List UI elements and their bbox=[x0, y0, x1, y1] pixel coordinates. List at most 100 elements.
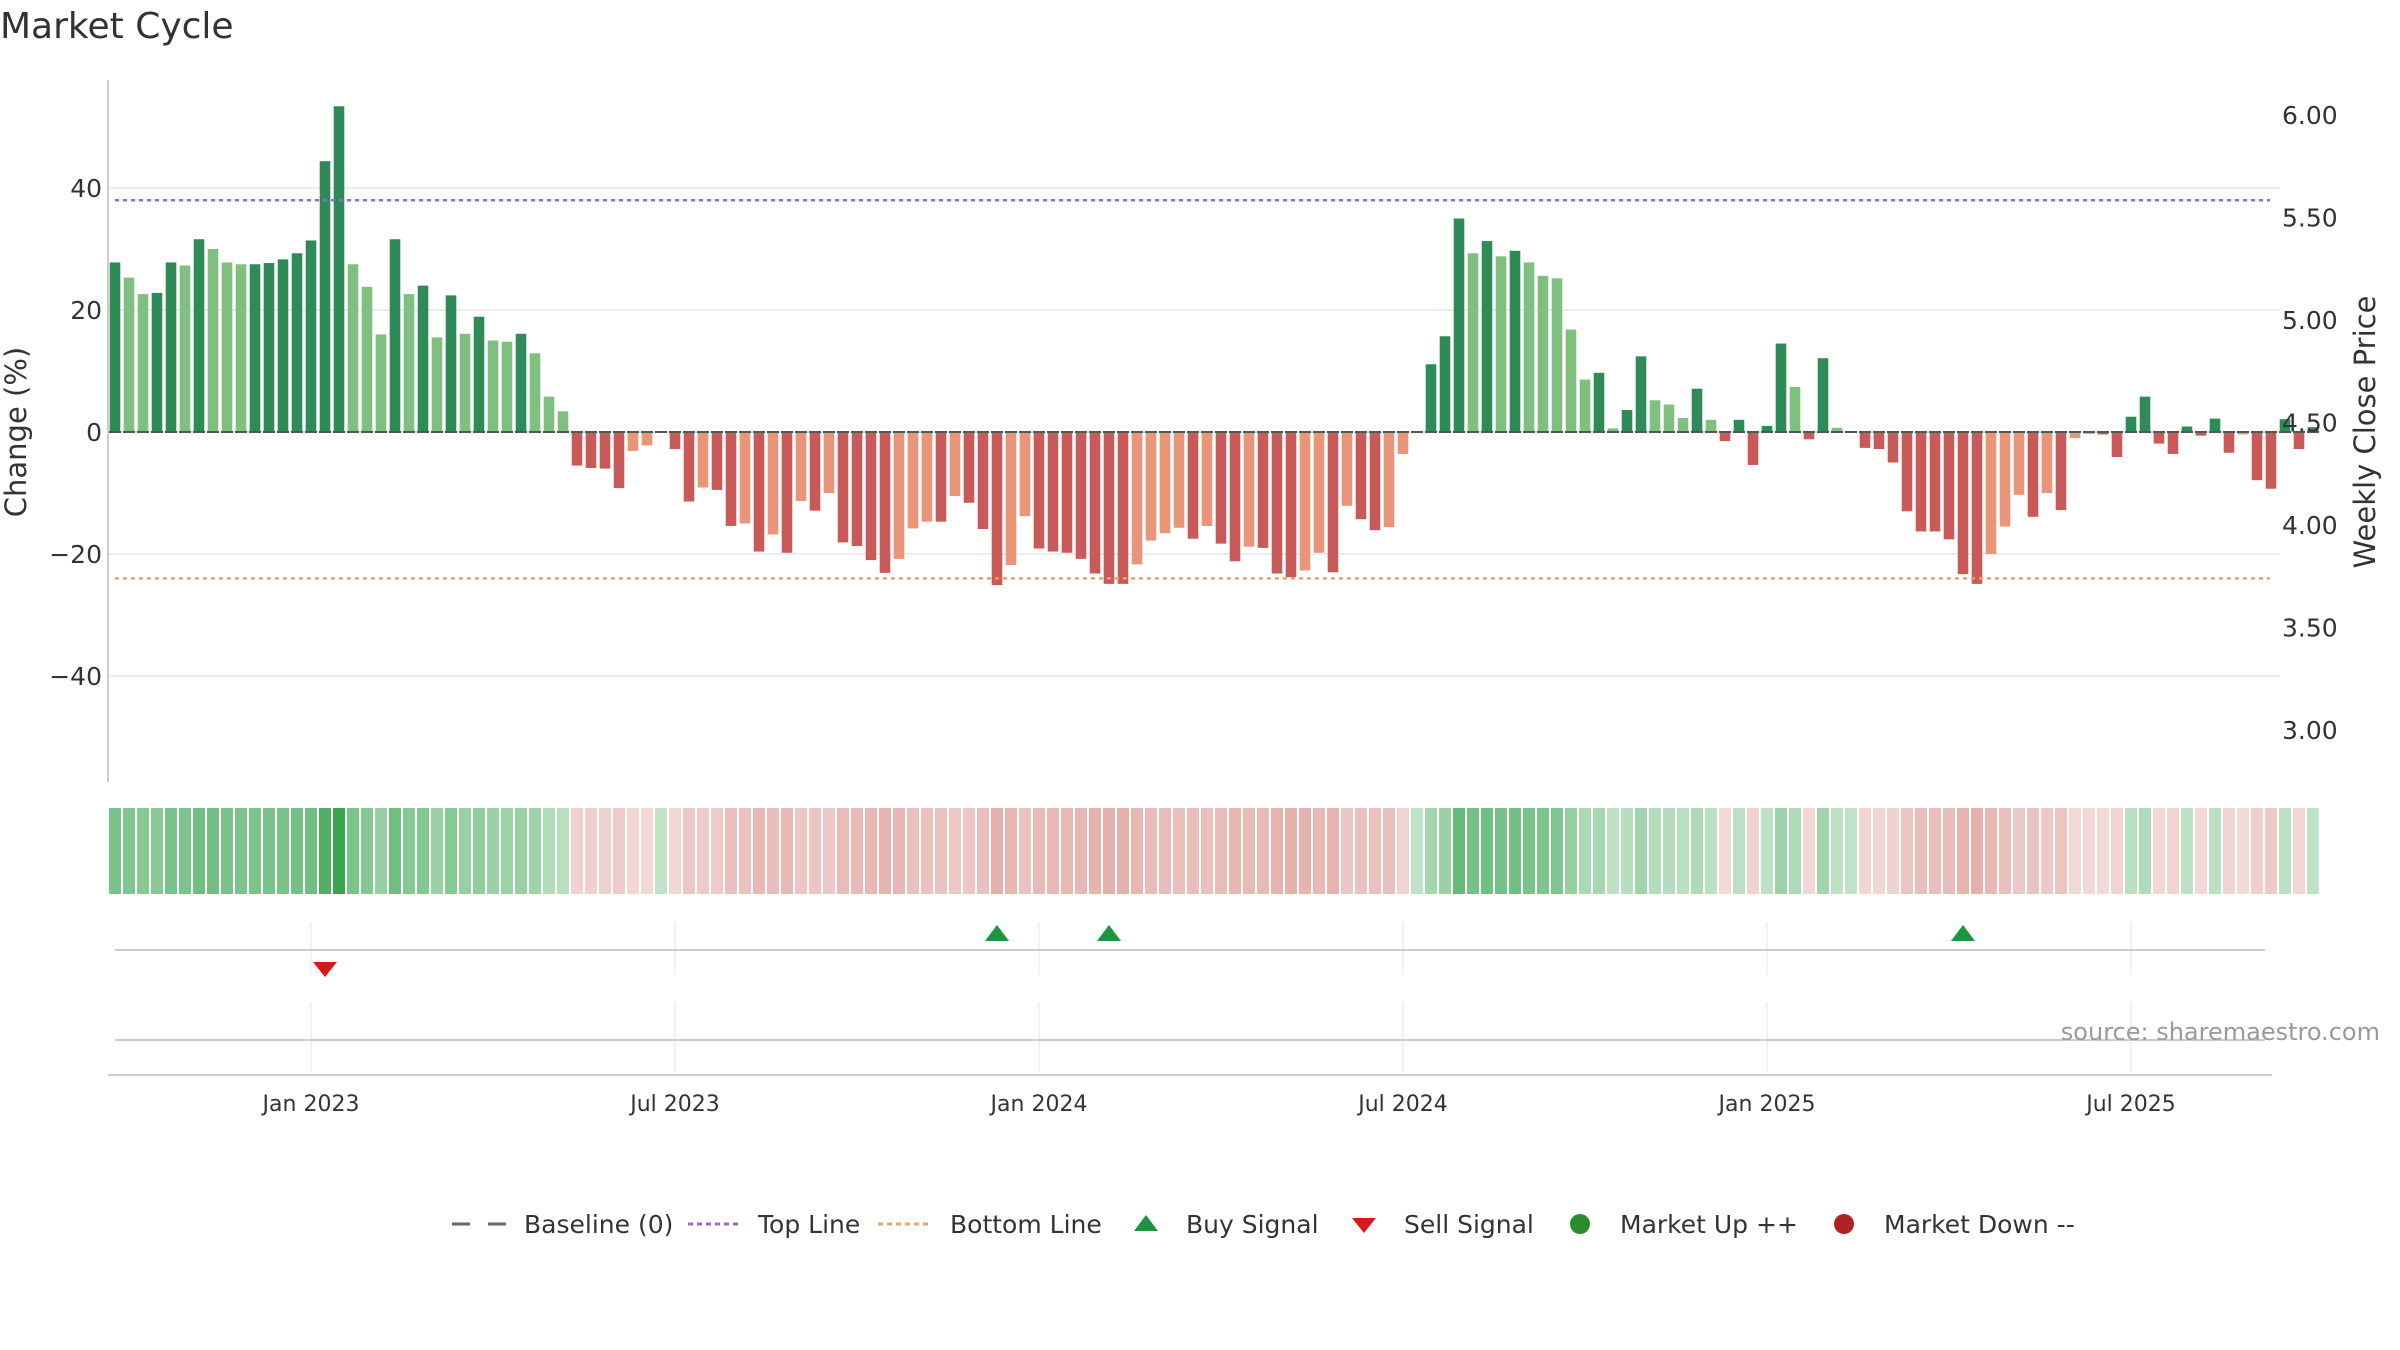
heat-cell bbox=[949, 808, 961, 894]
change-bar bbox=[1299, 432, 1311, 571]
heat-cell bbox=[2125, 808, 2137, 894]
change-bar bbox=[2055, 432, 2067, 511]
change-bar bbox=[767, 432, 779, 535]
change-bar bbox=[473, 316, 485, 432]
heat-cell bbox=[1131, 808, 1143, 894]
heat-cell bbox=[109, 808, 121, 894]
heat-cell bbox=[1061, 808, 1073, 894]
change-bar bbox=[893, 432, 905, 559]
heat-cell bbox=[711, 808, 723, 894]
legend-buy-swatch bbox=[1134, 1215, 1158, 1231]
legend-label: Market Down -- bbox=[1884, 1210, 2075, 1239]
change-bar bbox=[935, 432, 947, 522]
heat-cell bbox=[2181, 808, 2193, 894]
heat-cell bbox=[1887, 808, 1899, 894]
x-tick-label: Jul 2023 bbox=[628, 1092, 720, 1117]
heat-cell bbox=[655, 808, 667, 894]
change-bar bbox=[1677, 417, 1689, 432]
change-bar bbox=[1369, 432, 1381, 531]
change-bar bbox=[151, 292, 163, 432]
heat-cell bbox=[2307, 808, 2319, 894]
change-bar bbox=[1943, 432, 1955, 540]
y-tick-label-left: 0 bbox=[86, 418, 102, 447]
heat-cell bbox=[2111, 808, 2123, 894]
change-bar bbox=[1159, 432, 1171, 534]
change-bar bbox=[1621, 410, 1633, 432]
change-bar bbox=[2307, 427, 2319, 432]
heat-cell bbox=[375, 808, 387, 894]
legend-label: Market Up ++ bbox=[1620, 1210, 1798, 1239]
heat-cell bbox=[809, 808, 821, 894]
heat-cell bbox=[431, 808, 443, 894]
chart-title: Market Cycle bbox=[0, 6, 234, 47]
change-bar bbox=[165, 262, 177, 432]
change-bar bbox=[1579, 379, 1591, 432]
change-bar bbox=[249, 264, 261, 432]
change-bar bbox=[1019, 432, 1031, 517]
change-bar bbox=[1509, 250, 1521, 432]
heat-cell bbox=[1677, 808, 1689, 894]
change-bar bbox=[739, 432, 751, 524]
heat-cell bbox=[1691, 808, 1703, 894]
heat-cell bbox=[1579, 808, 1591, 894]
change-bar bbox=[2097, 432, 2109, 435]
change-bar bbox=[837, 432, 849, 543]
heat-cell bbox=[1523, 808, 1535, 894]
heat-cell bbox=[1159, 808, 1171, 894]
heat-cell bbox=[305, 808, 317, 894]
heat-cell bbox=[333, 808, 345, 894]
heat-cell bbox=[1397, 808, 1409, 894]
change-bar bbox=[1859, 432, 1871, 448]
heat-cell bbox=[1411, 808, 1423, 894]
heat-cell bbox=[669, 808, 681, 894]
heat-cell bbox=[1257, 808, 1269, 894]
heat-cell bbox=[445, 808, 457, 894]
heat-cell bbox=[207, 808, 219, 894]
change-bar bbox=[599, 432, 611, 469]
heat-cell bbox=[2293, 808, 2305, 894]
reference-lines bbox=[109, 198, 2319, 580]
change-bar bbox=[2013, 432, 2025, 495]
y-tick-label-right: 3.50 bbox=[2282, 614, 2338, 643]
change-bar bbox=[1495, 256, 1507, 432]
change-bar bbox=[781, 432, 793, 553]
change-bar bbox=[1425, 364, 1437, 432]
y-axis-label-right: Weekly Close Price bbox=[2348, 296, 2382, 569]
heat-cell bbox=[1453, 808, 1465, 894]
change-bar bbox=[1089, 432, 1101, 574]
change-bar bbox=[697, 432, 709, 488]
change-bar bbox=[1481, 241, 1493, 432]
y-tick-label-right: 4.50 bbox=[2282, 409, 2338, 438]
heat-cell bbox=[977, 808, 989, 894]
change-bar bbox=[753, 432, 765, 552]
heat-cell bbox=[627, 808, 639, 894]
change-bar bbox=[1887, 432, 1899, 463]
heat-cell bbox=[1327, 808, 1339, 894]
heat-cell bbox=[389, 808, 401, 894]
x-tick-label: Jan 2023 bbox=[261, 1092, 360, 1117]
change-bar bbox=[1075, 432, 1087, 559]
heat-cell bbox=[1215, 808, 1227, 894]
heat-cell bbox=[893, 808, 905, 894]
x-tick-label: Jan 2025 bbox=[1717, 1092, 1816, 1117]
heat-cell bbox=[1481, 808, 1493, 894]
change-bar bbox=[487, 340, 499, 432]
change-bar bbox=[1341, 432, 1353, 506]
heat-cell bbox=[263, 808, 275, 894]
x-tick-label: Jan 2024 bbox=[989, 1092, 1088, 1117]
y-tick-label-right: 6.00 bbox=[2282, 101, 2338, 130]
change-bar bbox=[1523, 262, 1535, 432]
heat-cell bbox=[963, 808, 975, 894]
change-bar bbox=[571, 432, 583, 466]
change-bar bbox=[403, 294, 415, 432]
change-bar bbox=[1355, 432, 1367, 520]
heat-cell bbox=[2265, 808, 2277, 894]
heat-cell bbox=[2167, 808, 2179, 894]
change-bar bbox=[235, 264, 247, 432]
change-bar bbox=[1873, 432, 1885, 450]
change-bar bbox=[949, 432, 961, 497]
heat-cell bbox=[1649, 808, 1661, 894]
heat-cell bbox=[1089, 808, 1101, 894]
heat-cell bbox=[1747, 808, 1759, 894]
heat-cell bbox=[1243, 808, 1255, 894]
